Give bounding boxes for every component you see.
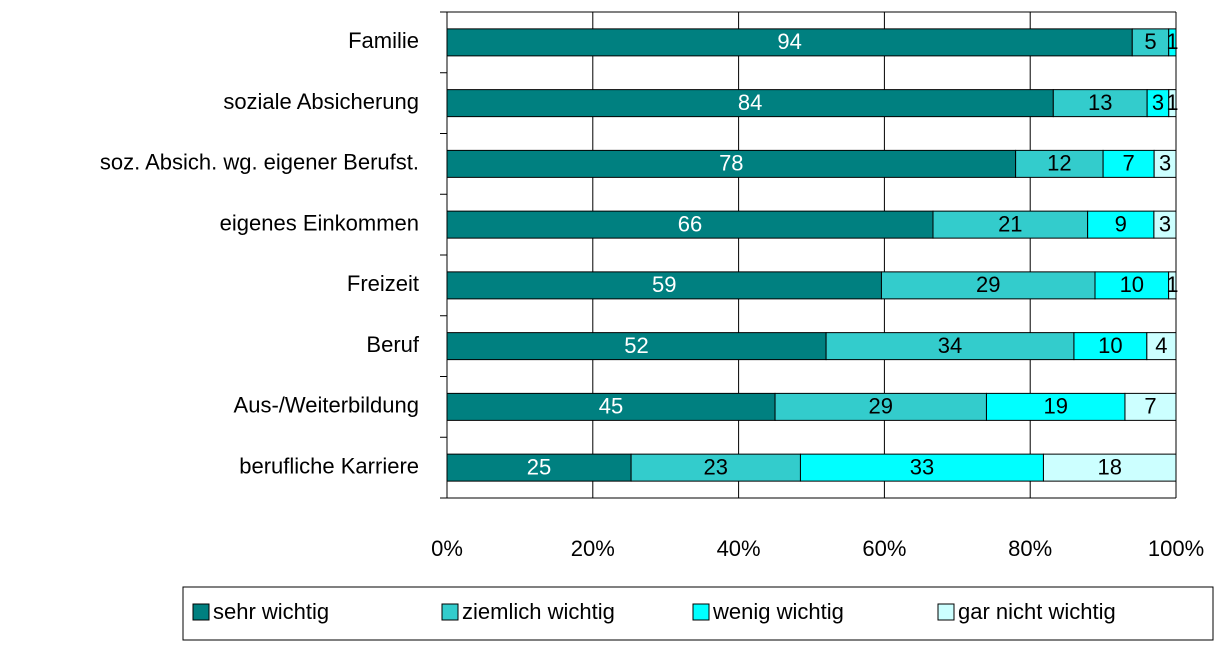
legend-swatch xyxy=(937,603,955,621)
data-label: 52 xyxy=(624,333,648,358)
data-label: 4 xyxy=(1155,333,1167,358)
bar-segment xyxy=(1168,89,1177,118)
data-label: 1 xyxy=(1166,90,1178,115)
data-label: 7 xyxy=(1122,151,1134,176)
bar-segment xyxy=(1124,392,1177,421)
bar-segment xyxy=(1087,210,1155,239)
bar-segment xyxy=(630,453,801,482)
data-label: 10 xyxy=(1098,333,1122,358)
data-label: 5 xyxy=(1144,29,1156,54)
bar-segment xyxy=(880,271,1096,300)
bar-segment xyxy=(446,271,882,300)
x-tick-label: 20% xyxy=(571,536,615,561)
x-tick-label: 40% xyxy=(717,536,761,561)
legend-swatch xyxy=(692,603,710,621)
y-tick-label: Beruf xyxy=(366,332,419,357)
data-label: 34 xyxy=(938,333,962,358)
y-tick-label: Familie xyxy=(348,28,419,53)
data-label: 19 xyxy=(1043,394,1067,419)
data-label: 84 xyxy=(738,90,762,115)
bar-segment xyxy=(1131,28,1170,57)
data-label: 3 xyxy=(1159,211,1171,236)
bar-segment xyxy=(1168,271,1177,300)
data-label: 9 xyxy=(1115,211,1127,236)
legend-label: ziemlich wichtig xyxy=(462,599,615,624)
data-label: 94 xyxy=(777,29,801,54)
data-label: 45 xyxy=(599,394,623,419)
bar-segment xyxy=(1042,453,1177,482)
data-label: 3 xyxy=(1152,90,1164,115)
data-label: 23 xyxy=(704,454,728,479)
data-label: 1 xyxy=(1166,29,1178,54)
data-label: 12 xyxy=(1047,151,1071,176)
data-label: 1 xyxy=(1166,272,1178,297)
data-label: 33 xyxy=(910,454,934,479)
bar-segment xyxy=(799,453,1044,482)
x-tick-label: 100% xyxy=(1148,536,1204,561)
bar-segment xyxy=(1168,28,1177,57)
data-label: 29 xyxy=(976,272,1000,297)
data-label: 25 xyxy=(527,454,551,479)
legend-swatch xyxy=(441,603,459,621)
data-label: 10 xyxy=(1120,272,1144,297)
bar-segment xyxy=(985,392,1126,421)
data-label: 59 xyxy=(652,272,676,297)
x-tick-label: 60% xyxy=(862,536,906,561)
y-tick-label: Aus-/Weiterbildung xyxy=(234,393,419,418)
legend-label: wenig wichtig xyxy=(712,599,844,624)
bar-segment xyxy=(1102,149,1155,178)
y-tick-label: berufliche Karriere xyxy=(239,453,419,478)
bar-segment xyxy=(1153,149,1177,178)
legend-swatch xyxy=(192,603,210,621)
bar-segment xyxy=(446,149,1017,178)
bar-segment xyxy=(446,392,776,421)
bar-segment xyxy=(446,210,934,239)
legend-label: sehr wichtig xyxy=(213,599,329,624)
data-label: 13 xyxy=(1088,90,1112,115)
legend-label: gar nicht wichtig xyxy=(958,599,1116,624)
data-label: 78 xyxy=(719,151,743,176)
bar-segment xyxy=(825,332,1075,361)
bar-segment xyxy=(1153,210,1177,239)
data-label: 18 xyxy=(1097,454,1121,479)
bar-segment xyxy=(932,210,1089,239)
data-label: 29 xyxy=(869,394,893,419)
data-label: 66 xyxy=(678,211,702,236)
bar-segment xyxy=(446,453,632,482)
y-tick-label: eigenes Einkommen xyxy=(220,210,419,235)
x-tick-label: 0% xyxy=(431,536,463,561)
x-tick-label: 80% xyxy=(1008,536,1052,561)
data-label: 7 xyxy=(1144,394,1156,419)
bar-segment xyxy=(1094,271,1170,300)
bar-segment xyxy=(446,89,1054,118)
bar-segment xyxy=(1052,89,1148,118)
data-label: 3 xyxy=(1159,151,1171,176)
y-tick-label: soz. Absich. wg. eigener Berufst. xyxy=(100,150,419,175)
bar-segment xyxy=(1146,332,1177,361)
y-tick-label: soziale Absicherung xyxy=(223,89,419,114)
data-label: 21 xyxy=(998,211,1022,236)
y-tick-label: Freizeit xyxy=(347,271,419,296)
